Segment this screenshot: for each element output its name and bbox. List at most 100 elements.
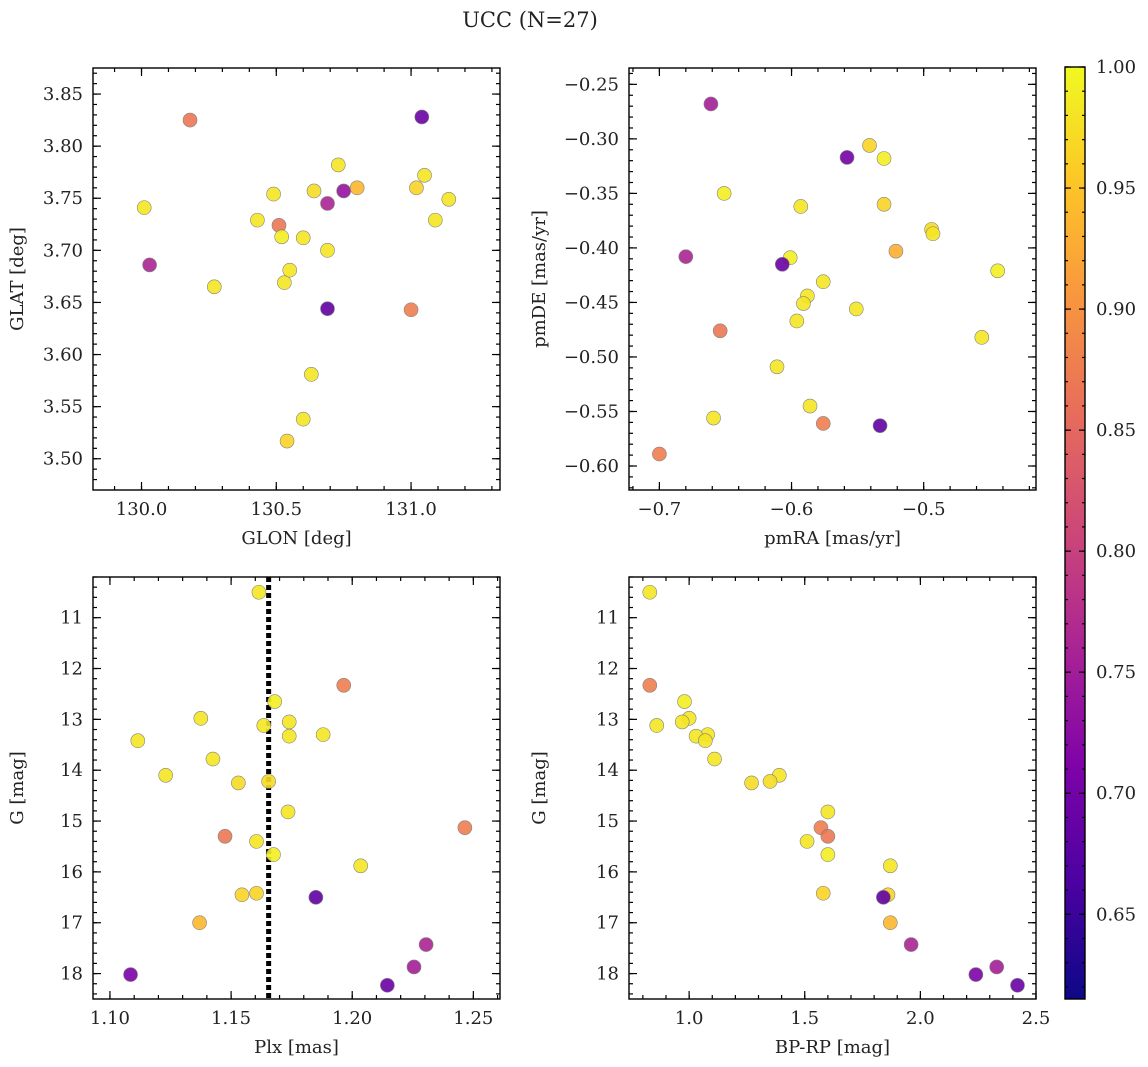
plot-frame (92, 576, 501, 1000)
x-tick-label: −0.5 (902, 499, 946, 520)
data-point (883, 858, 898, 874)
data-point (261, 774, 276, 789)
y-tick-label: 13 (60, 709, 83, 730)
y-tick-label: 17 (596, 913, 619, 934)
data-point (848, 301, 864, 317)
data-point (677, 694, 692, 709)
colorbar-tick-label: 0.75 (1096, 662, 1136, 683)
plot-frame (628, 576, 1037, 1000)
plot-frame (92, 67, 501, 491)
data-point (799, 834, 815, 849)
data-point (406, 959, 422, 975)
data-point (295, 411, 311, 427)
y-tick-label: 3.65 (43, 292, 83, 313)
colorbar-tick-label: 0.70 (1096, 783, 1136, 804)
y-tick-label: 16 (60, 862, 83, 883)
panel-glon-glat: 130.0 130.5 131.0 3.50 3.55 3.60 3.65 3.70 3.75 3… (7, 67, 501, 549)
data-point (158, 767, 173, 783)
y-tick-label: −0.50 (564, 347, 619, 368)
data-point (862, 138, 877, 153)
y-tick-label: 15 (596, 811, 619, 832)
data-point (234, 887, 250, 903)
data-point (315, 727, 331, 742)
data-point (712, 323, 728, 339)
data-point (249, 834, 264, 849)
data-point (274, 229, 289, 245)
data-point (793, 199, 809, 214)
y-tick-label: −0.60 (564, 456, 619, 477)
data-point (769, 359, 785, 375)
data-point (678, 249, 694, 264)
data-point (277, 275, 292, 290)
y-axis-label: GLAT [deg] (7, 227, 28, 331)
data-point (249, 885, 264, 901)
data-point (989, 959, 1004, 975)
data-point (130, 733, 146, 749)
x-tick-label: 1.20 (332, 1008, 372, 1029)
data-point (295, 230, 311, 246)
data-point (250, 212, 265, 228)
data-point (418, 937, 434, 952)
data-point (820, 847, 836, 862)
data-point (217, 829, 233, 844)
data-point (1010, 977, 1025, 993)
colorbar-tick-label: 1.00 (1096, 57, 1136, 78)
data-point (380, 977, 395, 993)
data-point (320, 196, 335, 211)
data-point (872, 418, 888, 433)
y-tick-label: 3.70 (43, 240, 83, 261)
y-tick-label: 12 (596, 659, 619, 680)
data-point (642, 584, 658, 600)
panel-plx-g: 1.10 1.15 1.20 1.25 11 12 13 14 15 16 17 18 Plx [mas… (7, 576, 501, 1058)
x-tick-label: 2.0 (906, 1008, 935, 1029)
x-tick-label: 130.5 (251, 499, 303, 520)
data-point (716, 186, 732, 201)
data-point (706, 410, 721, 426)
y-tick-label: 18 (60, 964, 83, 985)
y-tick-label: −0.45 (564, 292, 619, 313)
data-point (789, 313, 805, 329)
data-point (428, 212, 443, 228)
data-point (403, 302, 419, 318)
figure-title: UCC (N=27) (462, 8, 598, 32)
y-tick-label: −0.55 (564, 401, 619, 422)
y-tick-label: 14 (596, 760, 619, 781)
data-point (320, 301, 335, 316)
y-tick-label: 11 (596, 608, 619, 629)
x-axis-label: Plx [mas] (254, 1037, 339, 1058)
data-point (674, 714, 690, 730)
data-point (990, 263, 1005, 279)
y-tick-label: 3.55 (43, 397, 83, 418)
data-point (330, 157, 346, 173)
data-point (142, 257, 157, 273)
data-point (796, 296, 811, 311)
data-point (336, 183, 351, 199)
data-point (883, 915, 898, 931)
y-tick-label: −0.30 (564, 129, 619, 150)
data-point (136, 200, 152, 215)
colorbar-gradient (1065, 67, 1085, 999)
y-tick-label: 3.50 (43, 449, 83, 470)
data-point (820, 804, 836, 820)
data-point (320, 243, 335, 258)
data-point (205, 751, 221, 767)
data-point (409, 180, 424, 196)
y-tick-label: 13 (596, 709, 619, 730)
y-tick-label: 11 (60, 608, 83, 629)
x-tick-label: 1.25 (453, 1008, 493, 1029)
data-point (457, 820, 473, 835)
colorbar: 0.65 0.70 0.75 0.80 0.85 0.90 0.95 1.00 (1064, 57, 1136, 1000)
x-axis-label: BP-RP [mag] (775, 1037, 890, 1058)
x-axis-label: GLON [deg] (241, 528, 351, 549)
colorbar-tick-label: 0.80 (1096, 541, 1136, 562)
data-point (251, 584, 267, 600)
data-point (815, 274, 831, 290)
data-point (876, 151, 892, 166)
data-point (642, 677, 658, 693)
data-point (192, 915, 207, 931)
colorbar-tick-label: 0.90 (1096, 299, 1136, 320)
data-point (802, 398, 818, 414)
data-point (417, 168, 432, 183)
colorbar-frame (1064, 66, 1086, 1000)
data-point (652, 446, 667, 462)
